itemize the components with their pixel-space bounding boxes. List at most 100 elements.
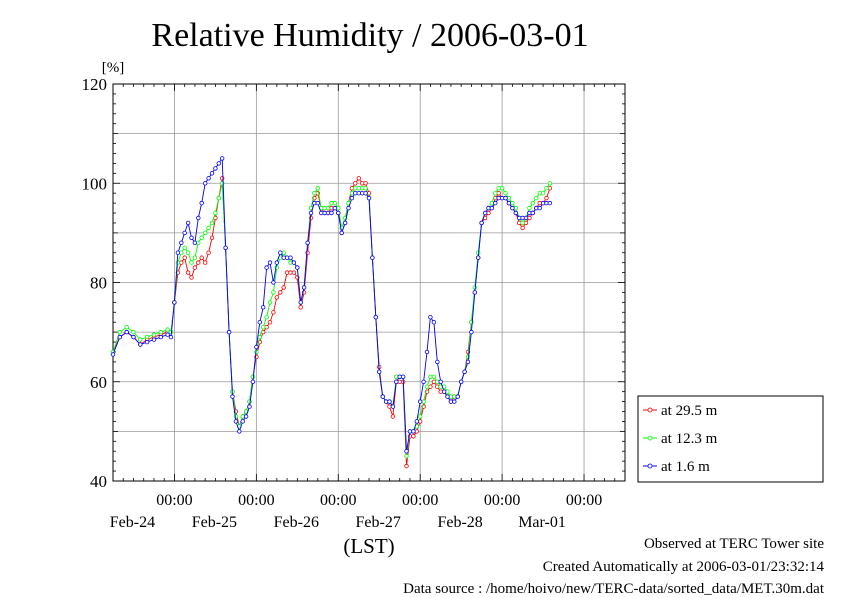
x-axis: 00:00Feb-2400:00Feb-2500:00Feb-2600:00Fe… bbox=[110, 84, 626, 531]
y-tick-label: 80 bbox=[90, 274, 107, 293]
data-point bbox=[196, 215, 201, 221]
x-tick-label-time: 00:00 bbox=[238, 492, 274, 509]
data-point bbox=[547, 181, 553, 186]
data-point bbox=[291, 270, 297, 275]
data-point bbox=[537, 205, 542, 211]
data-point bbox=[312, 190, 317, 196]
data-point bbox=[151, 337, 157, 342]
data-point bbox=[400, 374, 406, 379]
footer-source: Data source : /home/hoivo/new/TERC-data/… bbox=[403, 581, 824, 597]
data-point bbox=[370, 255, 375, 260]
data-point bbox=[278, 250, 283, 255]
series-layer bbox=[110, 156, 553, 469]
y-axis-label: [%] bbox=[102, 60, 125, 76]
data-point bbox=[189, 275, 194, 280]
data-point bbox=[482, 210, 488, 216]
data-point bbox=[301, 285, 307, 290]
data-point bbox=[411, 434, 416, 439]
data-point bbox=[332, 205, 338, 211]
y-tick-label: 40 bbox=[90, 472, 107, 491]
data-point bbox=[202, 181, 208, 186]
data-point bbox=[189, 235, 194, 240]
data-point bbox=[257, 320, 262, 325]
y-axis: 40 60 80 100 120 bbox=[82, 75, 625, 491]
data-point bbox=[271, 280, 276, 285]
data-point bbox=[298, 300, 303, 305]
data-point bbox=[329, 210, 334, 216]
data-point bbox=[363, 190, 368, 196]
data-point bbox=[192, 240, 198, 245]
data-point bbox=[366, 195, 372, 201]
data-point bbox=[418, 414, 423, 419]
x-axis-label: (LST) bbox=[343, 534, 394, 558]
data-point bbox=[144, 334, 150, 340]
series-line bbox=[112, 183, 551, 457]
data-point bbox=[520, 225, 525, 231]
data-point bbox=[264, 265, 269, 270]
data-point bbox=[274, 260, 279, 265]
x-tick-label-time: 00:00 bbox=[320, 492, 356, 509]
footer-observed: Observed at TERC Tower site bbox=[643, 536, 824, 552]
data-point bbox=[462, 369, 467, 374]
data-point bbox=[271, 310, 276, 315]
data-point bbox=[138, 337, 143, 342]
data-point bbox=[421, 379, 426, 384]
data-point bbox=[254, 344, 259, 350]
data-point bbox=[547, 200, 553, 206]
data-point bbox=[503, 195, 508, 201]
data-point bbox=[431, 320, 437, 325]
data-point bbox=[527, 205, 532, 211]
data-point bbox=[172, 300, 177, 305]
y-tick-label: 100 bbox=[82, 174, 108, 193]
data-point bbox=[424, 384, 430, 389]
data-point bbox=[206, 225, 211, 231]
data-point bbox=[325, 210, 331, 216]
data-point bbox=[206, 250, 211, 255]
data-point bbox=[230, 394, 235, 399]
x-tick-label-time: 00:00 bbox=[402, 492, 438, 509]
data-point bbox=[411, 429, 416, 434]
data-point bbox=[196, 260, 201, 265]
data-point bbox=[209, 220, 215, 226]
data-point bbox=[418, 399, 423, 404]
data-point bbox=[288, 255, 293, 260]
x-tick-label-date: Feb-26 bbox=[274, 514, 319, 531]
data-point bbox=[267, 260, 273, 265]
data-point bbox=[264, 315, 269, 320]
data-point bbox=[202, 260, 208, 265]
data-point bbox=[117, 329, 122, 335]
data-point bbox=[346, 205, 351, 211]
data-point bbox=[261, 325, 266, 330]
data-point bbox=[131, 329, 136, 335]
data-point bbox=[209, 171, 215, 176]
data-point bbox=[175, 260, 181, 265]
data-point bbox=[534, 195, 539, 201]
data-point bbox=[237, 429, 242, 434]
data-point bbox=[291, 260, 297, 265]
data-point bbox=[510, 200, 515, 206]
series-2 bbox=[110, 181, 553, 459]
data-point bbox=[377, 369, 382, 374]
x-tick-label-time: 00:00 bbox=[156, 492, 192, 509]
data-point bbox=[325, 205, 331, 211]
legend-entry: at 1.6 m bbox=[661, 459, 710, 475]
data-point bbox=[124, 325, 129, 330]
data-point bbox=[349, 195, 355, 201]
data-point bbox=[223, 245, 228, 250]
footer-created: Created Automatically at 2006-03-01/23:3… bbox=[542, 559, 824, 575]
data-point bbox=[233, 419, 239, 424]
data-point bbox=[305, 240, 310, 245]
data-point bbox=[530, 200, 535, 206]
data-point bbox=[544, 195, 549, 201]
data-point bbox=[353, 190, 358, 196]
data-point bbox=[435, 359, 440, 365]
y-tick-label: 60 bbox=[90, 373, 107, 392]
data-point bbox=[209, 235, 215, 240]
data-point bbox=[219, 156, 225, 161]
grid-lines bbox=[113, 84, 625, 481]
data-point bbox=[540, 190, 546, 196]
data-point bbox=[493, 190, 498, 196]
data-point bbox=[182, 230, 187, 236]
x-tick-label-date: Feb-24 bbox=[110, 514, 155, 531]
